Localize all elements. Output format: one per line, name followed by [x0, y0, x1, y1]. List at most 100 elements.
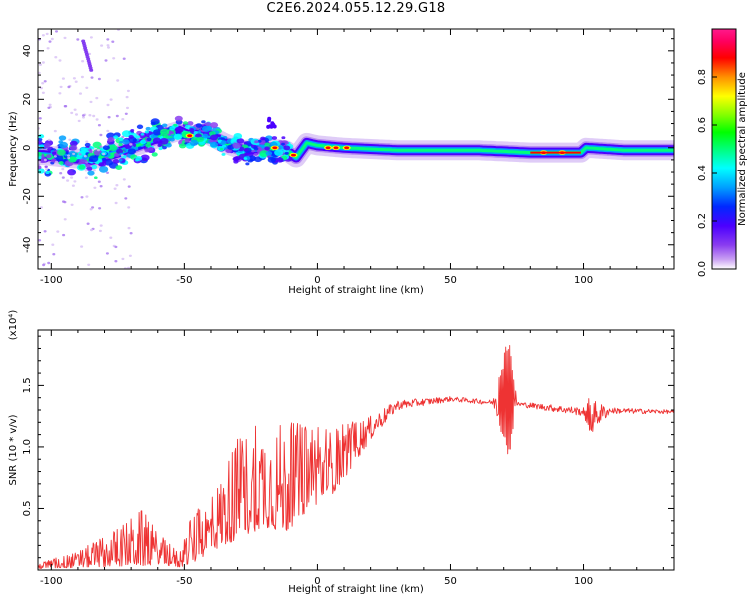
spectrogram-cell [253, 156, 263, 163]
colorbar: 0.0 0.2 0.4 0.6 0.8 Normalized spectral ampl… [697, 28, 748, 277]
spectrogram-speckle [114, 201, 118, 205]
spectrogram-speckle [67, 156, 71, 160]
spectrogram-cell [38, 134, 45, 139]
spectrogram-cell [135, 158, 139, 162]
spectrogram-peak [333, 146, 339, 150]
spectrogram-cell [152, 129, 162, 136]
spectrogram-speckle [90, 228, 93, 232]
spectrogram-speckle [104, 59, 108, 62]
spectrogram-x-tick-label: 0 [314, 275, 320, 286]
spectrogram-speckle [84, 169, 88, 172]
spectrogram-speckle [102, 152, 106, 156]
spectrogram-cell [174, 126, 184, 134]
spectrogram-speckle [126, 89, 130, 93]
spectrogram-cell [267, 156, 276, 163]
spectrogram-speckle [81, 60, 85, 63]
spectrogram-speckle [63, 36, 67, 40]
spectrogram-speckle [48, 40, 52, 43]
spectrogram-cell [187, 121, 194, 126]
spectrogram-cell [146, 137, 152, 142]
spectrogram-cell [189, 128, 195, 132]
spectrogram-cell [173, 134, 182, 140]
spectrogram-speckle [41, 82, 45, 85]
spectrogram-cell [46, 154, 52, 159]
spectrogram-speckle [53, 155, 57, 158]
spectrogram-speckle [106, 38, 110, 41]
spectrogram-speckle [127, 266, 130, 269]
spectrogram-speckle [97, 124, 101, 127]
spectrogram-cell [38, 165, 42, 170]
spectrogram-cell [115, 165, 123, 170]
spectrogram-cell [178, 143, 187, 149]
spectrogram-cell [64, 153, 68, 157]
spectrogram-speckle [70, 111, 74, 115]
spectrogram-cell [38, 151, 43, 157]
spectrogram-plot-area [38, 29, 674, 269]
spectrogram-speckle [46, 47, 50, 50]
spectrogram-cell [78, 164, 86, 170]
spectrogram-cell [159, 128, 170, 136]
spectrogram-speckle [121, 257, 125, 261]
spectrogram-speckle [61, 167, 65, 171]
spectrogram-cell [283, 145, 291, 151]
spectrogram-cell [202, 133, 209, 139]
spectrogram-speckle [129, 232, 133, 235]
spectrogram-speckle [62, 200, 65, 203]
snr-y-tick-label: 1.0 [22, 439, 33, 455]
spectrogram-speckle [75, 113, 78, 116]
spectrogram-speckle [127, 206, 131, 209]
snr-x-tick-label: 0 [314, 576, 320, 587]
spectrogram-cell [86, 166, 93, 171]
spectrogram-speckle [89, 100, 93, 104]
spectrogram-speckle [120, 154, 124, 157]
spectrogram-speckle [99, 185, 103, 188]
spectrogram-speckle [76, 38, 80, 41]
spectrogram-cell [123, 148, 128, 152]
spectrogram-cell [79, 158, 88, 165]
snr-x-tick-label: -50 [176, 576, 192, 587]
spectrogram-speckle [127, 185, 131, 188]
spectrogram-speckle [126, 106, 129, 110]
spectrogram-speckle [77, 119, 81, 123]
spectrogram-cell [233, 159, 239, 164]
spectrogram-cell [253, 146, 258, 149]
spectrogram-speckle [106, 44, 110, 47]
spectrogram-peak [187, 134, 193, 138]
spectrogram-speckle [98, 229, 102, 233]
spectrogram-cell [58, 135, 67, 141]
spectrogram-cell [67, 169, 77, 176]
spectrogram-cell [116, 148, 124, 154]
spectrogram-speckle [74, 80, 78, 83]
colorbar-gradient [711, 28, 737, 270]
spectrogram-cell [118, 137, 124, 141]
spectrogram-y-tick-label: 40 [22, 44, 33, 57]
spectrogram-cell [193, 131, 198, 134]
spectrogram-cell [264, 146, 271, 151]
spectrogram-cell [118, 158, 123, 162]
spectrogram-cell [38, 140, 43, 145]
spectrogram-cell [161, 145, 167, 150]
spectrogram-speckle [80, 245, 84, 248]
spectrogram-speckle [66, 179, 70, 182]
spectrogram-cell [137, 146, 143, 150]
spectrogram-speckle [41, 61, 45, 64]
spectrogram-cell [165, 142, 172, 148]
spectrogram-cell [158, 147, 163, 151]
spectrogram-speckle [109, 236, 113, 239]
spectrogram-speckle [82, 116, 85, 119]
spectrogram-cell [221, 152, 226, 156]
spectrogram-speckle [114, 245, 118, 249]
spectrogram-speckle [39, 63, 42, 66]
spectrogram-cell [80, 147, 87, 152]
spectrogram-blob [272, 124, 277, 129]
spectrogram-speckle [43, 80, 47, 83]
spectrogram-panel: -100 -50 0 50 100 -40 -20 0 20 40 Height of strai… [8, 28, 675, 296]
spectrogram-x-tick-label: -50 [176, 275, 192, 286]
spectrogram-cell [128, 134, 134, 139]
spectrogram-y-tick-label: 0 [22, 145, 33, 151]
spectrogram-speckle [121, 135, 125, 139]
colorbar-tick-label: 0.2 [697, 213, 708, 229]
spectrogram-cell [151, 152, 158, 157]
spectrogram-cell [202, 125, 211, 132]
spectrogram-speckle [111, 40, 115, 43]
